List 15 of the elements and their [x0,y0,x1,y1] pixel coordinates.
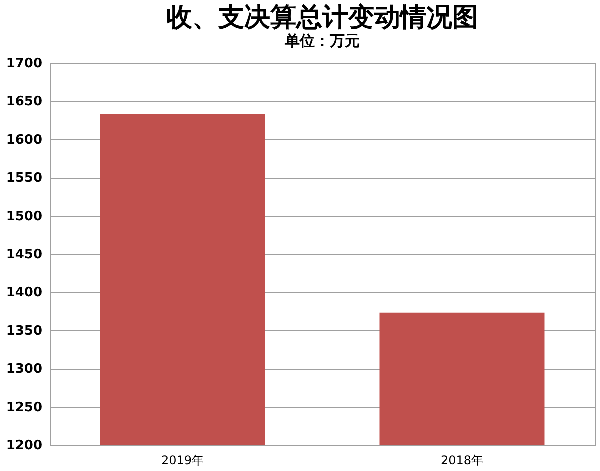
y-tick-label: 1300 [6,362,42,378]
y-tick-label: 1450 [6,248,42,262]
x-tick-label: 2019年 [161,454,204,468]
x-tick-label: 2018年 [440,454,484,468]
y-tick-label: 1350 [6,324,42,339]
y-tick-label: 1250 [6,400,42,416]
y-tick-label: 1400 [6,286,42,301]
y-tick-label: 1550 [6,171,42,186]
y-tick-label: 1650 [6,94,42,110]
y-tick-label: 1200 [6,438,42,454]
chart-title: 收、支决算总计变动情况图 [166,3,478,33]
y-tick-label: 1600 [6,132,42,148]
y-tick-label: 1700 [6,56,42,72]
chart-subtitle: 单位：万元 [284,32,360,50]
y-tick-label: 1500 [6,209,42,224]
